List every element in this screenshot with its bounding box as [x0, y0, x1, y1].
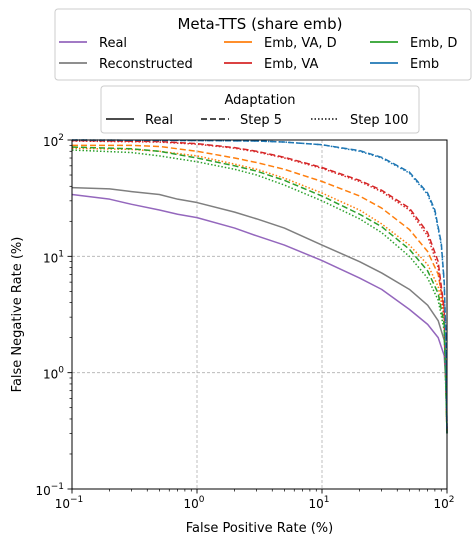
legend-label: Real — [99, 36, 127, 51]
series-line — [71, 139, 448, 434]
y-tick-label: 101 — [43, 249, 64, 265]
legend-main-entry: Emb, D — [370, 36, 457, 51]
legend-label: Emb, D — [410, 36, 457, 51]
plot-frame — [71, 139, 448, 490]
series-line — [71, 186, 448, 434]
series-line — [71, 146, 448, 434]
legend-main-entry: Emb, VA, D — [224, 36, 337, 51]
legend-adaptation-entry: Step 100 — [311, 113, 409, 128]
x-tick-label: 102 — [433, 495, 454, 511]
legend-main-entry: Real — [59, 36, 127, 51]
x-tick-label: 101 — [308, 495, 329, 511]
legend-label: Step 100 — [350, 113, 409, 128]
legend-adaptation: Adaptation Real Step 5 Step 100 — [100, 85, 420, 134]
legend-main-frame — [54, 8, 472, 81]
legend-main-title: Meta-TTS (share emb) — [177, 15, 342, 33]
series-line — [71, 193, 448, 434]
series-line — [72, 144, 448, 434]
y-axis-label: False Negative Rate (%) — [10, 237, 25, 393]
legend-label: Emb, VA — [264, 57, 318, 72]
series-line — [71, 140, 448, 434]
legend-label: Real — [145, 113, 173, 128]
series-line — [71, 149, 448, 434]
x-axis-label: False Positive Rate (%) — [186, 521, 333, 536]
legend-main-entry: Reconstructed — [59, 57, 193, 72]
legend-label: Step 5 — [240, 113, 282, 128]
legend-label: Emb — [410, 57, 439, 72]
y-tick-label: 10−1 — [35, 482, 64, 498]
legend-adaptation-title: Adaptation — [224, 93, 295, 108]
legend-main-entry: Emb, VA — [224, 57, 318, 72]
x-tick-label: 10−1 — [55, 495, 84, 511]
legend-adaptation-entry: Real — [106, 113, 173, 128]
y-tick-label: 100 — [43, 366, 64, 382]
legend-adaptation-frame — [100, 85, 420, 134]
y-tick-label: 102 — [43, 133, 64, 149]
legend-label: Reconstructed — [99, 57, 193, 72]
x-tick-label: 100 — [183, 495, 204, 511]
legend-main: Meta-TTS (share emb) Real Reconstructed Em… — [54, 8, 472, 81]
legend-main-entry: Emb — [370, 57, 439, 72]
series-line — [71, 147, 448, 434]
series-line — [71, 139, 448, 434]
legend-label: Emb, VA, D — [264, 36, 337, 51]
series-line — [71, 139, 448, 434]
legend-adaptation-entry: Step 5 — [201, 113, 282, 128]
